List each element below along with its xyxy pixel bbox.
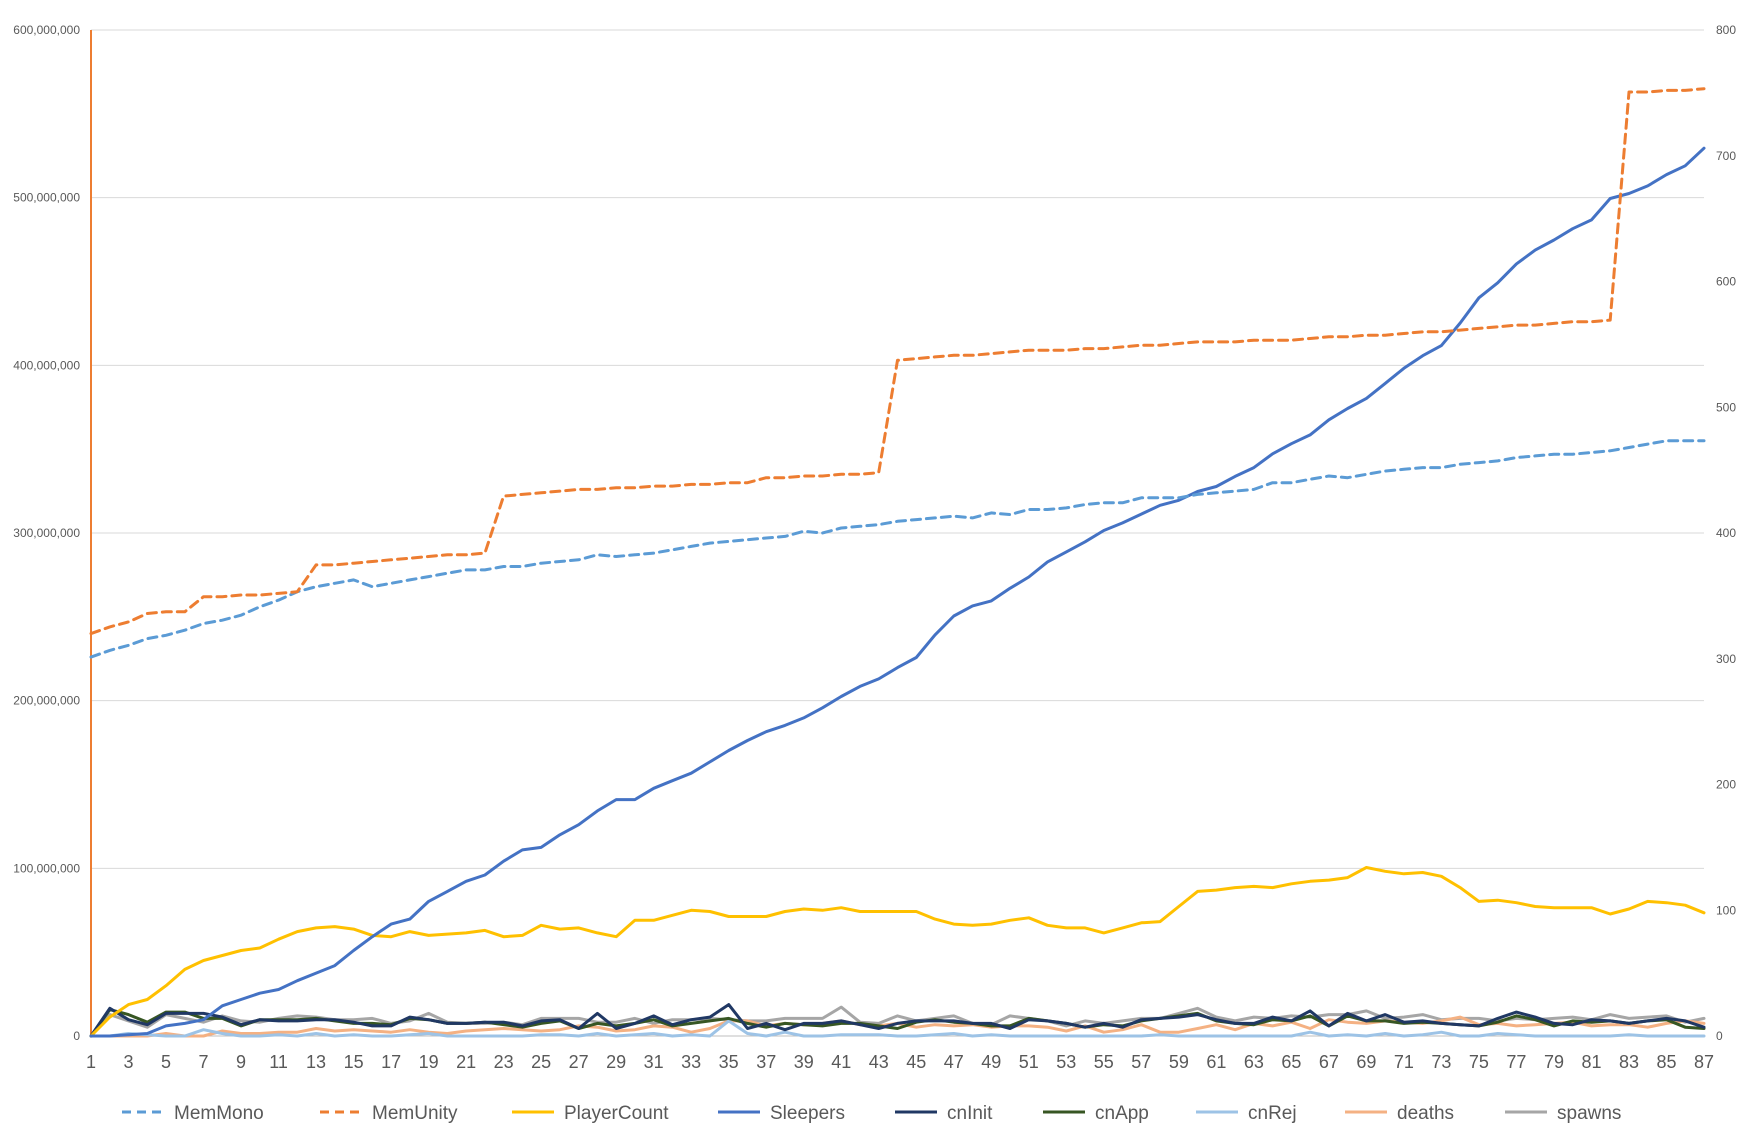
y-left-tick-label: 400,000,000 xyxy=(13,358,80,372)
series-line-cninit xyxy=(89,1003,1706,1038)
series-line-playercount xyxy=(89,866,1706,1038)
x-tick-label: 17 xyxy=(381,1052,401,1072)
x-tick-label: 47 xyxy=(944,1052,964,1072)
x-tick-label: 55 xyxy=(1094,1052,1114,1072)
x-tick-label: 77 xyxy=(1506,1052,1526,1072)
x-tick-label: 1 xyxy=(86,1052,96,1072)
x-tick-label: 81 xyxy=(1581,1052,1601,1072)
x-tick-label: 7 xyxy=(199,1052,209,1072)
y-right-tick-label: 100 xyxy=(1716,903,1736,917)
legend-label-memmono: MemMono xyxy=(174,1103,264,1124)
right-axis-ticks: 0 100 200 300 400 500 600 700 800 xyxy=(1716,23,1736,1043)
x-tick-label: 29 xyxy=(606,1052,626,1072)
x-tick-label: 45 xyxy=(906,1052,926,1072)
x-tick-label: 41 xyxy=(831,1052,851,1072)
x-tick-label: 75 xyxy=(1469,1052,1489,1072)
y-right-tick-label: 700 xyxy=(1716,149,1736,163)
x-tick-label: 25 xyxy=(531,1052,551,1072)
y-left-tick-label: 600,000,000 xyxy=(13,23,80,37)
y-right-tick-label: 400 xyxy=(1716,526,1736,540)
x-tick-label: 19 xyxy=(419,1052,439,1072)
series-line-spawns xyxy=(89,1005,1706,1038)
y-left-tick-label: 300,000,000 xyxy=(13,526,80,540)
x-tick-label: 83 xyxy=(1619,1052,1639,1072)
series-line-memmono xyxy=(89,439,1706,659)
y-right-tick-label: 200 xyxy=(1716,778,1736,792)
x-tick-label: 87 xyxy=(1694,1052,1714,1072)
x-tick-label: 69 xyxy=(1356,1052,1376,1072)
legend-label-memunity: MemUnity xyxy=(372,1103,458,1124)
left-axis-ticks: 0 100,000,000 200,000,000 300,000,000 400,00… xyxy=(13,23,80,1043)
legend-label-deaths: deaths xyxy=(1397,1103,1454,1124)
x-tick-label: 33 xyxy=(681,1052,701,1072)
x-tick-label: 11 xyxy=(269,1052,288,1072)
x-tick-label: 71 xyxy=(1394,1052,1414,1072)
x-tick-label: 51 xyxy=(1019,1052,1039,1072)
legend-label-cnapp: cnApp xyxy=(1095,1103,1149,1124)
legend-label-playercount: PlayerCount xyxy=(564,1103,669,1124)
x-tick-label: 59 xyxy=(1169,1052,1189,1072)
x-tick-label: 3 xyxy=(124,1052,134,1072)
legend-label-cnrej: cnRej xyxy=(1248,1103,1297,1124)
y-right-tick-label: 800 xyxy=(1716,23,1736,37)
series-line-cnrej xyxy=(89,1019,1706,1038)
series-line-memunity xyxy=(89,87,1706,636)
x-tick-label: 61 xyxy=(1206,1052,1226,1072)
x-tick-label: 39 xyxy=(794,1052,814,1072)
x-tick-label: 43 xyxy=(869,1052,889,1072)
y-right-tick-label: 500 xyxy=(1716,400,1736,414)
x-tick-label: 79 xyxy=(1544,1052,1564,1072)
x-tick-label: 9 xyxy=(236,1052,246,1072)
y-left-tick-label: 200,000,000 xyxy=(13,694,80,708)
y-left-tick-label: 0 xyxy=(73,1029,80,1043)
x-tick-label: 23 xyxy=(494,1052,514,1072)
x-tick-label: 15 xyxy=(344,1052,364,1072)
legend-label-sleepers: Sleepers xyxy=(770,1103,845,1124)
series-line-sleepers xyxy=(89,146,1706,1038)
x-tick-label: 65 xyxy=(1281,1052,1301,1072)
legend-label-cninit: cnInit xyxy=(947,1103,993,1124)
x-tick-label: 49 xyxy=(981,1052,1001,1072)
x-tick-label: 57 xyxy=(1131,1052,1151,1072)
legend-label-spawns: spawns xyxy=(1557,1103,1621,1124)
x-tick-label: 37 xyxy=(756,1052,776,1072)
y-right-tick-label: 0 xyxy=(1716,1029,1723,1043)
x-tick-label: 35 xyxy=(719,1052,739,1072)
legend: MemMono MemUnity PlayerCount Sleepers cnInit… xyxy=(122,1103,1621,1124)
x-tick-label: 53 xyxy=(1056,1052,1076,1072)
x-tick-label: 67 xyxy=(1319,1052,1339,1072)
x-tick-label: 13 xyxy=(306,1052,326,1072)
x-axis-ticks: 1 3 5 7 9 11 13 15 17 19 21 23 25 27 29 31 33 35 37 39 41 43 4… xyxy=(86,1052,1714,1072)
y-right-tick-label: 600 xyxy=(1716,275,1736,289)
x-tick-label: 73 xyxy=(1431,1052,1451,1072)
x-tick-label: 85 xyxy=(1656,1052,1676,1072)
x-tick-label: 27 xyxy=(569,1052,589,1072)
x-tick-label: 21 xyxy=(456,1052,476,1072)
series-group xyxy=(89,87,1706,1038)
x-tick-label: 5 xyxy=(161,1052,171,1072)
y-right-tick-label: 300 xyxy=(1716,652,1736,666)
x-tick-label: 63 xyxy=(1244,1052,1264,1072)
x-tick-label: 31 xyxy=(644,1052,664,1072)
y-left-tick-label: 100,000,000 xyxy=(13,861,80,875)
y-left-tick-label: 500,000,000 xyxy=(13,191,80,205)
